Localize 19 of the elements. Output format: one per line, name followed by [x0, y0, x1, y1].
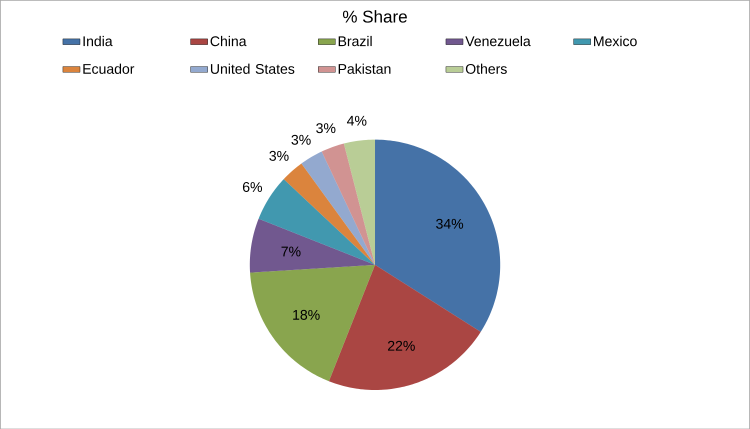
data-label: 34%	[436, 218, 464, 229]
data-label: 3%	[269, 150, 289, 161]
legend-label: United States	[210, 63, 294, 74]
legend-label: Venezuela	[465, 36, 531, 46]
data-label: 18%	[293, 310, 320, 320]
legend-label: Brazil	[338, 36, 372, 46]
legend-label: Pakistan	[338, 63, 390, 74]
legend-label: India	[84, 36, 113, 46]
data-label: 22%	[388, 340, 415, 350]
data-label: 4%	[346, 116, 366, 126]
data-label: 7%	[282, 246, 301, 256]
legend-label: Mexico	[594, 36, 637, 46]
legend-label: China	[210, 36, 247, 46]
data-label: 3%	[316, 122, 336, 133]
legend-label: Ecuador	[83, 63, 134, 74]
chart-title: % Share	[342, 10, 407, 22]
data-label: 6%	[242, 182, 262, 192]
data-label: 3%	[291, 134, 311, 145]
legend-label: Others	[466, 63, 507, 74]
